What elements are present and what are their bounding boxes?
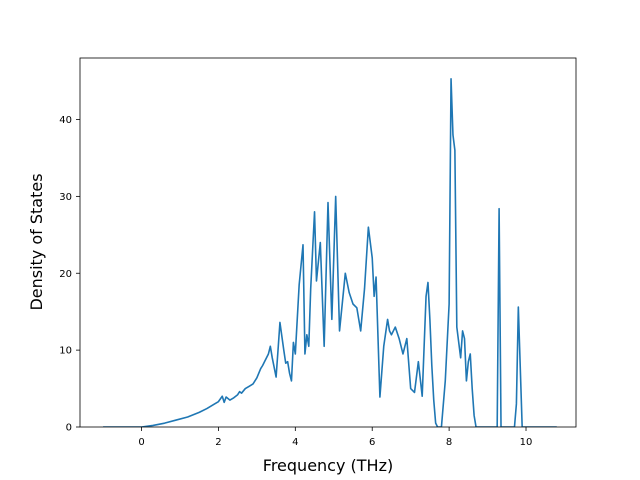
x-tick-label: 8 — [446, 437, 452, 448]
y-tick-label: 40 — [59, 115, 72, 126]
y-tick-label: 10 — [59, 346, 72, 357]
x-tick-label: 0 — [138, 437, 144, 448]
series-line-0 — [103, 77, 557, 427]
y-tick-label: 30 — [59, 192, 72, 203]
axes-frame — [79, 57, 577, 428]
x-tick-label: 10 — [520, 437, 533, 448]
x-tick-label: 4 — [292, 437, 298, 448]
axis-ticks: 0 2 4 6 8 10 0 10 20 30 40 — [59, 115, 532, 448]
y-axis-label: Density of States — [27, 173, 46, 310]
y-tick-label: 0 — [66, 423, 72, 434]
x-axis-label: Frequency (THz) — [263, 456, 393, 475]
plot-area — [79, 57, 577, 428]
x-tick-label: 6 — [369, 437, 375, 448]
y-tick-label: 20 — [59, 269, 72, 280]
x-tick-label: 2 — [215, 437, 221, 448]
